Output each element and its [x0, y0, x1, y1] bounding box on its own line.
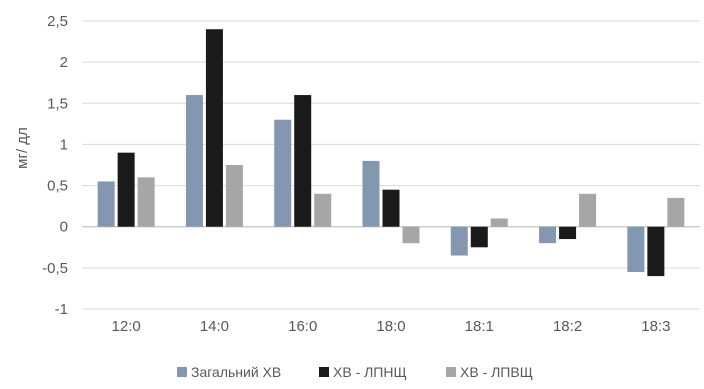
bar [97, 181, 115, 227]
y-tick-label: 2,5 [47, 13, 68, 30]
bar [225, 165, 243, 227]
bar [137, 177, 155, 227]
bar [559, 226, 577, 240]
bar [274, 119, 292, 227]
y-tick-label: 1,5 [47, 95, 68, 112]
legend-label: Загальний ХВ [191, 364, 281, 380]
x-tick-label: 18:1 [465, 318, 494, 335]
y-tick-label: -1 [55, 301, 68, 318]
bar [382, 189, 400, 227]
bar [579, 193, 597, 227]
bar [117, 152, 135, 227]
x-tick-label: 18:2 [553, 318, 582, 335]
x-tick-label: 18:0 [376, 318, 405, 335]
bar [450, 226, 468, 256]
bar [314, 193, 332, 227]
x-tick-label: 16:0 [288, 318, 317, 335]
legend-label: ХВ - ЛПВЩ [460, 364, 533, 380]
bar [205, 29, 223, 227]
bar [470, 226, 488, 248]
legend-swatch [177, 367, 187, 377]
y-tick-label: 0,5 [47, 178, 68, 195]
x-axis-ticks: 12:0 14:0 16:0 18:0 18:1 18:2 18:3 [112, 318, 671, 335]
legend-swatch [319, 367, 329, 377]
bar [539, 226, 557, 244]
bar [627, 226, 645, 272]
bars [97, 29, 685, 277]
bar [294, 95, 312, 227]
x-tick-label: 18:3 [641, 318, 670, 335]
bar [185, 95, 203, 227]
legend-swatch [446, 367, 456, 377]
gridlines [82, 20, 700, 310]
legend: Загальний ХВ ХВ - ЛПНЩ ХВ - ЛПВЩ [177, 364, 533, 380]
bar [490, 218, 508, 227]
y-tick-label: 1 [60, 136, 68, 153]
x-tick-label: 14:0 [200, 318, 229, 335]
y-tick-label: 0 [60, 219, 68, 236]
bar [362, 160, 380, 227]
y-tick-label: -0,5 [42, 260, 68, 277]
bar [402, 226, 420, 244]
bar [667, 197, 685, 227]
x-tick-label: 12:0 [112, 318, 141, 335]
legend-label: ХВ - ЛПНЩ [333, 364, 407, 380]
y-axis-label: мг/ дл [14, 127, 31, 169]
y-tick-label: 2 [60, 54, 68, 71]
y-axis-ticks: -1 -0,5 0 0,5 1 1,5 2 2,5 [42, 13, 68, 318]
bar [647, 226, 665, 277]
